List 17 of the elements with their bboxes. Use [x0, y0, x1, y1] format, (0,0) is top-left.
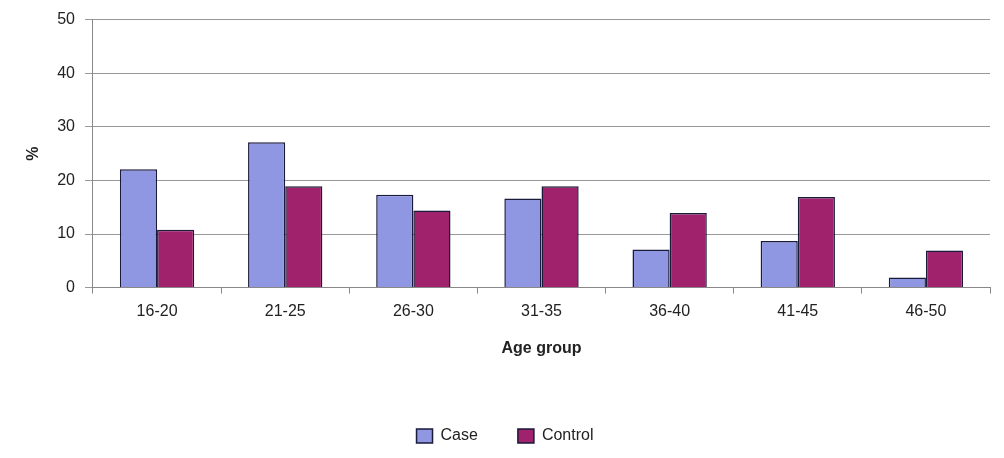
y-axis-title: % — [24, 146, 42, 161]
x-tick-label: 36-40 — [649, 301, 691, 319]
x-tick-label: 26-30 — [392, 301, 434, 319]
y-tick-label: 0 — [66, 278, 76, 296]
y-tick-label: 20 — [57, 170, 76, 188]
x-tick-label: 31-35 — [521, 301, 563, 319]
y-tick-label: 10 — [57, 224, 76, 242]
x-tick-label: 21-25 — [264, 301, 306, 319]
y-tick-label: 30 — [57, 117, 76, 135]
y-tick-label: 50 — [57, 10, 76, 28]
x-tick-label: 16-20 — [136, 301, 178, 319]
legend-label: Case — [440, 426, 478, 444]
x-axis-title: Age group — [501, 338, 582, 356]
x-tick-label: 41-45 — [777, 301, 819, 319]
y-tick-label: 40 — [57, 63, 76, 81]
x-tick-label: 46-50 — [905, 301, 947, 319]
legend-label: Control — [541, 426, 594, 444]
